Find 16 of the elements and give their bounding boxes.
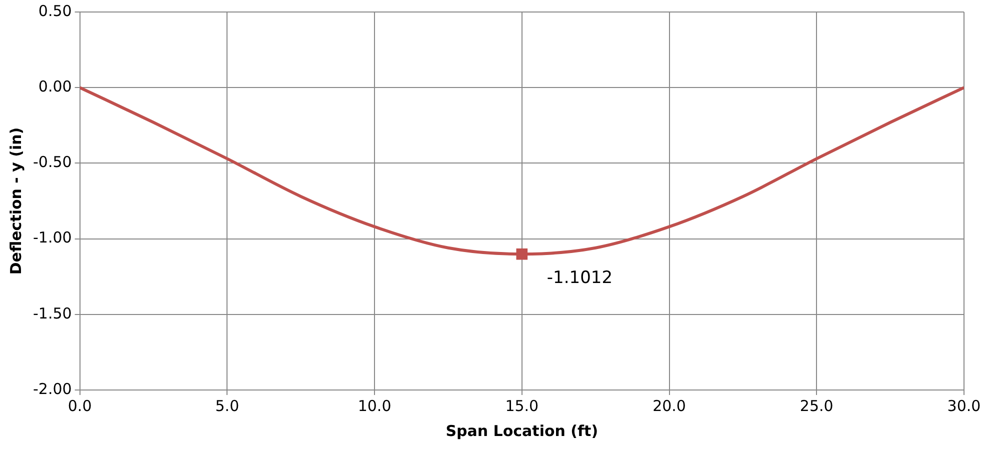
x-tick-label: 0.0	[68, 396, 92, 415]
y-tick-label: -1.50	[33, 304, 72, 322]
annotation: -1.1012	[546, 268, 613, 288]
x-tick-label: 10.0	[358, 396, 392, 415]
x-tick-label: 25.0	[800, 396, 834, 415]
x-axis-title: Span Location (ft)	[446, 422, 598, 440]
x-tick-label: 30.0	[947, 396, 981, 415]
x-tick-label: 20.0	[652, 396, 686, 415]
y-tick-label: -0.50	[33, 153, 72, 172]
y-tick-label: 0.00	[38, 77, 72, 96]
y-tick-label: -1.00	[33, 228, 72, 247]
y-tick-label: -2.00	[33, 380, 72, 398]
y-tick-label: 0.50	[38, 2, 72, 20]
x-tick-label: 5.0	[215, 396, 240, 415]
x-tick-label: 15.0	[505, 396, 539, 415]
y-axis-title: Deflection - y (in)	[6, 127, 25, 275]
